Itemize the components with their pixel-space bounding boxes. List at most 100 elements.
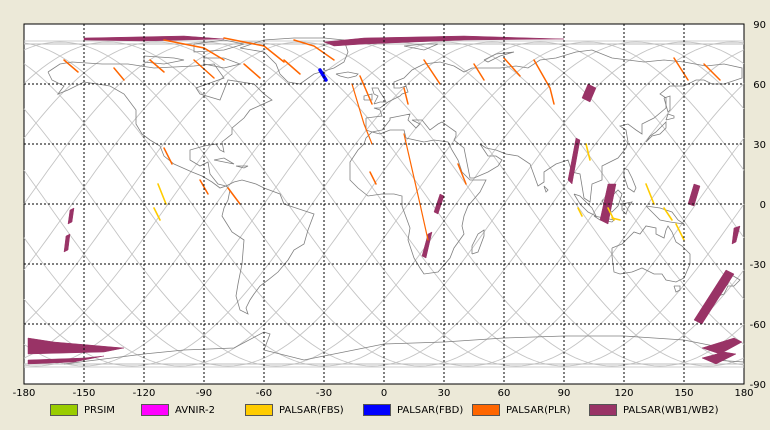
swath-wb: [433, 193, 445, 215]
legend-swatch: [589, 404, 617, 416]
swath-plr: [243, 63, 261, 79]
coastline: [349, 129, 487, 275]
swath-fbs: [585, 143, 591, 161]
coastline: [235, 165, 249, 169]
coverage-map: -180 -150 -120 -90 -60 -30 0 30 60 90 12…: [13, 20, 766, 399]
coastline: [363, 93, 373, 101]
longitude-tick-labels: -180 -150 -120 -90 -60 -30 0 30 60 90 12…: [13, 388, 754, 399]
swath-plr: [63, 59, 79, 73]
legend-label: AVNIR-2: [175, 404, 215, 416]
swath-plr: [533, 59, 555, 105]
legend-item-palsar-wb: PALSAR(WB1/WB2): [589, 402, 719, 418]
swath-plr: [703, 63, 721, 81]
lon-tick-label: -120: [133, 388, 156, 399]
lon-tick-label: 120: [614, 388, 633, 399]
legend-swatch: [363, 404, 391, 416]
sensor-legend: PRSIM AVNIR-2 PALSAR(FBS) PALSAR(FBD) PA…: [0, 402, 770, 418]
coastline: [665, 113, 675, 121]
legend-swatch: [141, 404, 169, 416]
legend-label: PALSAR(FBD): [397, 404, 464, 416]
swath-wb: [323, 35, 565, 47]
observation-swaths: [27, 35, 743, 365]
lat-tick-label: 0: [760, 200, 766, 211]
coastline: [645, 121, 667, 143]
legend-label: PALSAR(PLR): [506, 404, 571, 416]
swath-plr: [369, 171, 377, 185]
lon-tick-label: 60: [498, 388, 511, 399]
legend-item-palsar-plr: PALSAR(PLR): [472, 402, 570, 418]
swath-wb: [731, 225, 741, 245]
swath-fbd: [318, 68, 328, 82]
swath-wb: [701, 351, 737, 365]
coastline: [621, 201, 633, 215]
lon-tick-label: 90: [558, 388, 571, 399]
coastline: [543, 185, 549, 193]
lat-tick-label: 60: [753, 80, 766, 91]
lon-tick-label: 150: [674, 388, 693, 399]
swath-plr: [423, 59, 441, 85]
swath-plr: [359, 75, 373, 105]
swath-plr: [403, 87, 409, 105]
coastline: [623, 167, 637, 193]
swath-plr: [673, 57, 689, 81]
swath-fbs: [675, 223, 685, 241]
lon-tick-label: 30: [438, 388, 451, 399]
swath-fbs: [645, 183, 655, 205]
swath-wb: [701, 337, 743, 355]
coastline: [221, 179, 315, 315]
lat-tick-label: -90: [750, 380, 766, 391]
swath-plr: [457, 163, 467, 185]
swath-wb: [83, 35, 225, 42]
legend-item-avnir2: AVNIR-2: [141, 402, 215, 418]
swath-wb: [63, 233, 71, 253]
swath-wb: [581, 83, 597, 103]
coastline: [193, 39, 245, 53]
swath-fbs: [157, 183, 167, 205]
swath-fbs: [663, 207, 673, 221]
lon-tick-label: -180: [13, 388, 36, 399]
swath-plr: [293, 39, 335, 61]
swath-wb: [693, 269, 735, 325]
coastline: [471, 229, 485, 255]
swath-wb: [567, 137, 581, 185]
coastline: [63, 331, 745, 365]
lat-tick-label: 90: [753, 20, 766, 31]
swath-plr: [351, 83, 373, 145]
coastline: [365, 49, 743, 203]
coastline: [47, 61, 273, 189]
lat-tick-label: -30: [750, 260, 766, 271]
swath-wb: [27, 337, 125, 355]
lon-tick-label: -150: [73, 388, 96, 399]
legend-label: PALSAR(WB1/WB2): [623, 404, 719, 416]
coastline: [673, 285, 681, 293]
swath-fbs: [153, 207, 161, 221]
legend-item-palsar-fbd: PALSAR(FBD): [363, 402, 463, 418]
lon-tick-label: -60: [256, 388, 272, 399]
coastline: [663, 95, 671, 113]
swath-plr: [283, 59, 301, 75]
swath-plr: [473, 63, 485, 81]
swath-plr: [163, 147, 173, 165]
lon-tick-label: 0: [381, 388, 387, 399]
swath-plr: [149, 59, 165, 73]
coastline: [335, 71, 359, 79]
coastline: [239, 37, 349, 85]
swath-wb: [421, 231, 433, 259]
swath-fbs: [577, 207, 583, 217]
lat-tick-label: 30: [753, 140, 766, 151]
swath-wb: [687, 183, 701, 207]
coastline: [611, 225, 691, 283]
coastline: [403, 43, 439, 51]
swath-plr: [503, 57, 521, 77]
legend-label: PALSAR(FBS): [279, 404, 344, 416]
graticule-grid: [24, 24, 744, 384]
legend-label: PRSIM: [84, 404, 115, 416]
legend-swatch: [472, 404, 500, 416]
legend-item-palsar-fbs: PALSAR(FBS): [245, 402, 344, 418]
swath-plr: [113, 67, 125, 81]
latitude-tick-labels: 90 60 30 0 -30 -60 -90: [750, 20, 766, 391]
lon-tick-label: -30: [316, 388, 332, 399]
swath-plr: [227, 187, 241, 205]
coastline: [483, 51, 515, 63]
